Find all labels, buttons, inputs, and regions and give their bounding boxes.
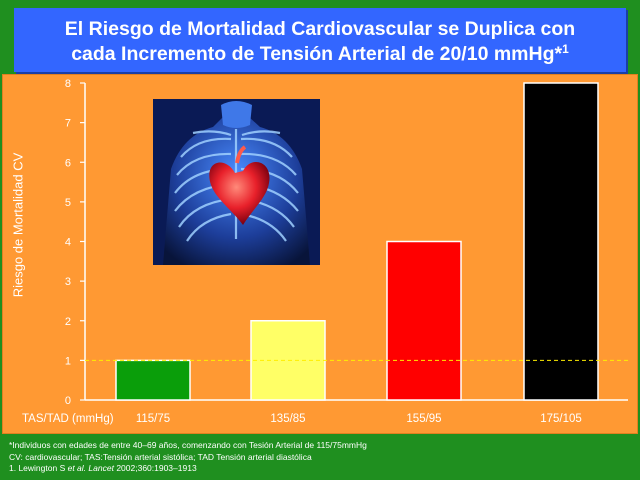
y-tick-label: 2 [65,316,71,328]
bar-155-95 [386,240,462,401]
footnotes: *Individuos con edades de entre 40–69 añ… [9,440,367,475]
bar-175-105 [523,82,599,401]
y-tick-labels: 0 1 2 3 4 5 6 7 8 [65,78,85,407]
y-tick-label: 4 [65,237,71,249]
bars [85,82,628,401]
y-tick-label: 5 [65,197,71,209]
x-tick-label: 135/85 [270,413,306,425]
x-ray-chest-heart-icon [153,99,320,265]
y-tick-label: 1 [65,355,71,367]
x-axis-title: TAS/TAD (mmHg) [22,413,114,425]
footnote-3-journal: Lancet [88,463,114,473]
title-box: El Riesgo de Mortalidad Cardiovascular s… [14,8,626,72]
y-tick-label: 8 [65,78,71,90]
bar-115-75 [115,359,191,401]
footnote-1: *Individuos con edades de entre 40–69 añ… [9,440,367,450]
x-tick-label: 175/105 [540,413,582,425]
x-tick-label: 155/95 [406,413,442,425]
title-line-2: cada Incremento de Tensión Arterial de 2… [14,42,626,66]
y-tick-label: 3 [65,276,71,288]
footnote-2: CV: cardiovascular; TAS:Tensión arterial… [9,451,312,462]
title-line-1: El Riesgo de Mortalidad Cardiovascular s… [64,18,576,40]
y-tick-label: 7 [65,118,71,130]
footnote-3-prefix: 1. Lewington S [9,463,68,473]
title-superscript: 1 [562,42,569,56]
y-axis-label: Riesgo de Mortalidad CV [10,152,26,298]
footnote-3-etal: et al. [67,463,87,473]
x-tick-label: 115/75 [135,413,171,425]
footnote-3-suffix: 2002;360:1903–1913 [113,463,197,473]
footnote-3: 1. Lewington S et al. Lancet 2002;360:19… [9,463,367,475]
y-tick-label: 6 [65,157,71,169]
title-line-2-text: cada Incremento de Tensión Arterial de 2… [71,43,563,65]
y-tick-label: 0 [65,395,71,407]
